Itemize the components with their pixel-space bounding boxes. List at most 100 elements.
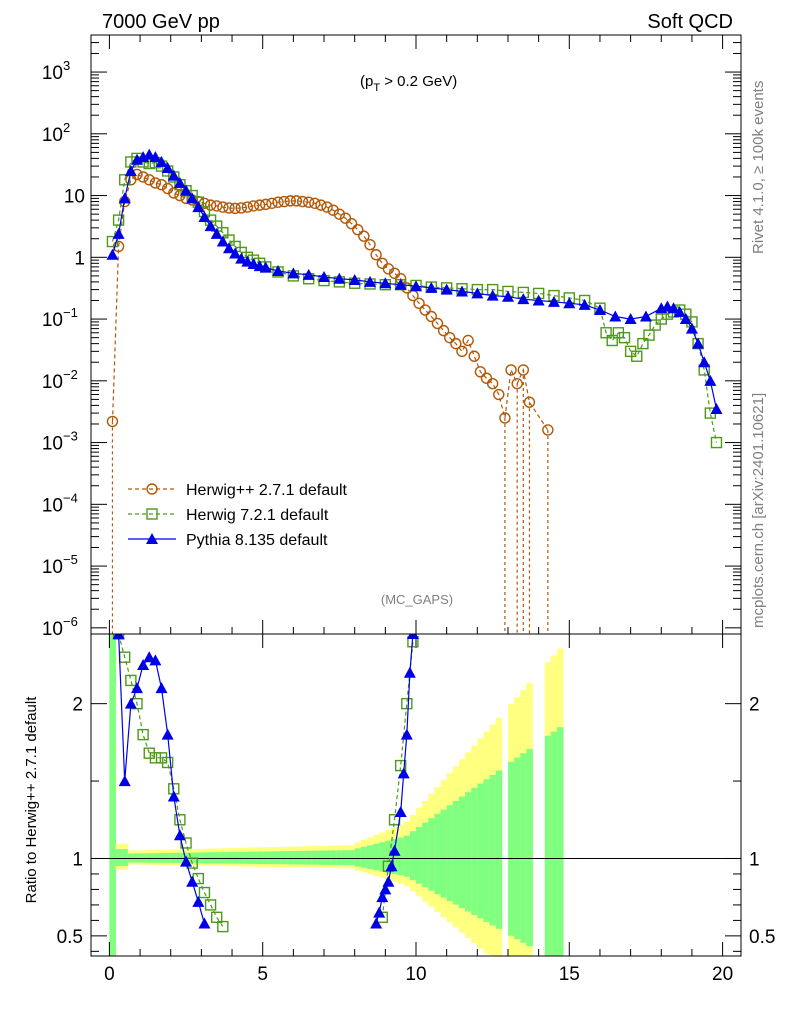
data-point xyxy=(106,235,119,248)
data-point xyxy=(425,281,438,293)
ratio-point xyxy=(382,875,395,887)
uncertainty-bands xyxy=(91,635,741,956)
ratio-point xyxy=(137,728,149,741)
band-green-bin xyxy=(446,805,454,902)
ratio-point xyxy=(180,837,192,849)
data-point xyxy=(419,304,431,316)
cut-label-rest: > 0.2 GeV) xyxy=(380,73,457,90)
ratio-axis-ticks: 0.5 0.51 12 20 5 10 15 20 xyxy=(57,634,775,985)
y-tick-label: 10 xyxy=(42,557,63,578)
band-green-bin xyxy=(471,787,478,915)
data-point xyxy=(444,331,456,344)
data-point xyxy=(287,267,300,279)
legend: Herwig++ 2.7.1 default Herwig 7.2.1 defau… xyxy=(128,482,348,549)
data-point xyxy=(302,196,315,208)
data-point xyxy=(437,324,450,337)
data-point xyxy=(321,201,333,213)
legend-label: Pythia 8.135 default xyxy=(186,532,328,549)
y-tick-label: 10 xyxy=(42,619,63,640)
band-green-bin xyxy=(293,850,300,865)
ratio-point xyxy=(397,767,410,779)
ratio-point xyxy=(211,911,223,923)
band-green-bin xyxy=(465,792,472,912)
band-green-bin xyxy=(232,851,239,864)
y-tick-exponent: −2 xyxy=(63,367,78,382)
data-point xyxy=(125,174,137,186)
ratio-point xyxy=(143,651,156,663)
band-green-bin xyxy=(219,852,227,864)
x-tick-label: 15 xyxy=(559,964,580,985)
data-point xyxy=(124,164,137,176)
data-point xyxy=(673,306,686,318)
x-tick-label: 20 xyxy=(712,964,733,985)
data-point xyxy=(217,201,229,213)
data-point xyxy=(223,202,235,214)
data-point xyxy=(358,230,370,242)
data-point xyxy=(168,187,180,199)
data-point xyxy=(106,415,119,428)
data-point xyxy=(204,199,217,211)
data-point xyxy=(155,155,168,167)
data-point xyxy=(259,261,272,273)
ratio-line xyxy=(118,634,224,927)
header-left: 7000 GeV pp xyxy=(102,11,220,33)
ratio-line xyxy=(381,641,414,918)
data-point xyxy=(606,334,618,347)
watermark-label: (MC_GAPS) xyxy=(381,592,453,607)
ratio-point xyxy=(400,728,413,740)
data-point xyxy=(493,388,505,401)
data-point xyxy=(639,310,652,322)
band-green-bin xyxy=(458,796,466,909)
ratio-y-tick-label: 2 xyxy=(72,695,83,716)
data-point xyxy=(296,195,309,208)
band-green-bin xyxy=(109,635,116,956)
band-green-bin xyxy=(330,850,337,865)
ratio-point xyxy=(174,814,186,826)
data-point xyxy=(547,295,560,307)
y-tick-label: 10 xyxy=(42,495,63,516)
data-point xyxy=(352,223,364,236)
data-point xyxy=(112,214,125,226)
legend-marker xyxy=(146,508,158,520)
data-point xyxy=(698,356,711,368)
data-point xyxy=(173,176,186,188)
data-point xyxy=(364,239,376,251)
ratio-y-tick-label-right: 2 xyxy=(749,695,760,716)
data-point xyxy=(643,329,655,341)
data-point xyxy=(119,174,131,186)
ratio-y-tick-label: 1 xyxy=(72,849,83,870)
data-point xyxy=(523,396,536,408)
ratio-point xyxy=(167,790,180,802)
band-green-bin xyxy=(176,852,184,864)
data-point xyxy=(229,202,241,215)
band-green-bin xyxy=(373,843,380,871)
data-point xyxy=(609,310,622,322)
cut-label-sub: T xyxy=(373,82,380,94)
ratio-point xyxy=(125,674,137,687)
data-point xyxy=(211,200,223,212)
legend-label: Herwig 7.2.1 default xyxy=(186,507,329,524)
data-point xyxy=(241,201,254,213)
data-point xyxy=(468,350,480,362)
data-point xyxy=(318,270,331,282)
data-point xyxy=(118,192,131,204)
data-point xyxy=(450,337,462,350)
y-tick-label: 10 xyxy=(42,310,63,331)
data-point xyxy=(486,377,499,390)
data-point xyxy=(456,345,468,358)
y-tick-label: 1 xyxy=(74,248,85,269)
band-green-bin xyxy=(115,849,123,866)
data-point xyxy=(143,174,155,186)
data-point xyxy=(333,272,346,284)
data-point xyxy=(593,304,606,316)
band-green-bin xyxy=(550,731,558,956)
data-point xyxy=(167,169,180,181)
ratio-point xyxy=(385,860,398,872)
legend-marker xyxy=(146,533,158,544)
data-point xyxy=(563,297,576,309)
ratio-point xyxy=(149,752,162,764)
ratio-point xyxy=(376,891,389,903)
data-point xyxy=(229,247,242,259)
band-green-bin xyxy=(391,839,399,874)
